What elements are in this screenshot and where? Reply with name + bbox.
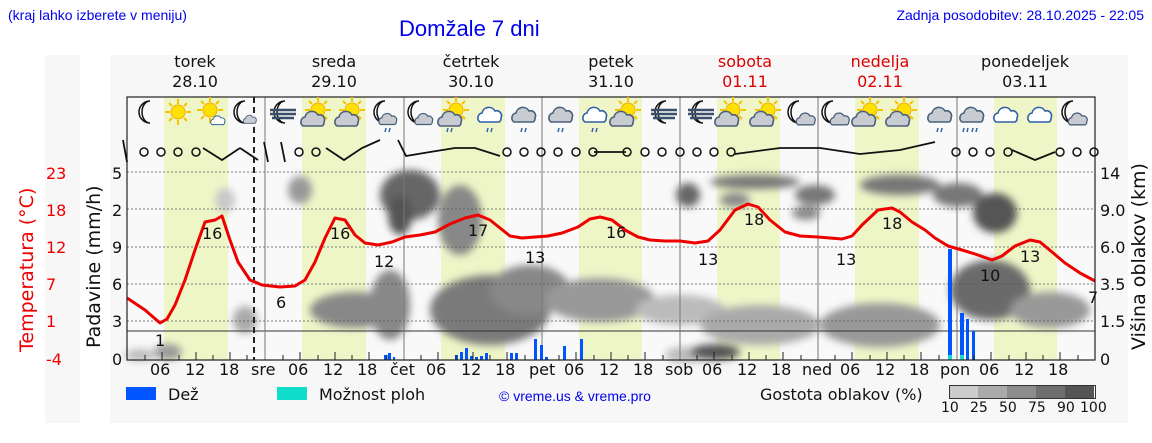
day-header: četrtek 30.10 (442, 52, 500, 91)
svg-text:18: 18 (882, 214, 902, 233)
day-header-weekend: sobota 01.11 (717, 52, 773, 91)
x-tick: 18 (633, 360, 654, 379)
temp-tick: 1 (46, 312, 57, 331)
precip-axis-label: Padavine (mm/h) (83, 185, 105, 348)
x-tick: 06 (426, 360, 447, 379)
cloud-tick: 0 (1100, 350, 1111, 369)
precip-tick: 3 (112, 312, 123, 331)
x-tick: sre (251, 360, 276, 379)
x-tick: 12 (875, 360, 896, 379)
x-tick: 06 (288, 360, 309, 379)
x-tick: 18 (219, 360, 240, 379)
x-tick: pon (940, 360, 971, 379)
temp-tick: 23 (46, 164, 67, 183)
temp-axis-label: Temperatura (°C) (16, 187, 38, 352)
x-tick: 18 (357, 360, 378, 379)
page-title: Domžale 7 dni (399, 16, 540, 41)
showers-legend-label: Možnost ploh (319, 385, 426, 404)
density-swatch (1036, 385, 1065, 398)
svg-text:16: 16 (330, 224, 350, 243)
x-tick: 12 (1014, 360, 1035, 379)
temp-tick: -4 (46, 350, 62, 369)
temp-axis-panel (45, 55, 80, 423)
x-tick: 06 (979, 360, 1000, 379)
density-tick: 90 (1057, 400, 1075, 416)
svg-text:17: 17 (468, 221, 488, 240)
cloud-tick: 14 (1100, 164, 1121, 183)
rain-swatch (126, 387, 156, 400)
density-legend-label: Gostota oblakov (%) (760, 385, 923, 404)
density-tick: 25 (970, 400, 988, 416)
day-header: torek 28.10 (172, 52, 218, 91)
svg-text:7: 7 (1088, 288, 1098, 307)
cloud-tick: 9.0 (1100, 201, 1126, 220)
last-update: Zadnja posodobitev: 28.10.2025 - 22:05 (896, 7, 1144, 23)
svg-text:16: 16 (606, 223, 626, 242)
rain-legend-label: Dež (168, 385, 199, 404)
x-tick: 18 (909, 360, 930, 379)
precip-tick: 2 (112, 201, 123, 220)
temp-tick: 18 (46, 201, 67, 220)
svg-text:6: 6 (276, 293, 286, 312)
svg-text:13: 13 (836, 250, 856, 269)
cloud-tick: 6.0 (1100, 238, 1126, 257)
precip-tick: 9 (112, 238, 123, 257)
svg-text:12: 12 (374, 252, 394, 271)
svg-text:18: 18 (744, 210, 764, 229)
x-tick: 12 (737, 360, 758, 379)
density-swatch (949, 385, 978, 398)
svg-text:16: 16 (202, 224, 222, 243)
x-tick: 06 (840, 360, 861, 379)
x-tick: sob (665, 360, 694, 379)
cloud-tick: 3.5 (1100, 275, 1126, 294)
day-header: petek 31.10 (588, 52, 634, 91)
day-header-weekend: nedelja 02.11 (850, 52, 910, 91)
svg-text:13: 13 (525, 248, 545, 267)
x-tick: ned (802, 360, 833, 379)
x-tick: pet (529, 360, 556, 379)
density-tick: 50 (999, 400, 1017, 416)
x-tick: 12 (185, 360, 206, 379)
density-swatch (1007, 385, 1036, 398)
x-tick: 06 (564, 360, 585, 379)
svg-text:10: 10 (980, 266, 1000, 285)
showers-swatch (277, 387, 307, 400)
precip-tick: 0 (112, 350, 123, 369)
x-tick: 06 (702, 360, 723, 379)
x-tick: 06 (150, 360, 171, 379)
precip-tick: 6 (112, 275, 123, 294)
location-hint: (kraj lahko izberete v meniju) (8, 7, 187, 23)
x-tick: 12 (323, 360, 344, 379)
svg-text:13: 13 (1020, 247, 1040, 266)
density-swatch (1065, 385, 1094, 398)
day-header: sreda 29.10 (311, 52, 357, 91)
copyright-link[interactable]: © vreme.us & vreme.pro (499, 388, 651, 404)
cloud-tick: 1.5 (1100, 312, 1126, 331)
svg-text:1: 1 (155, 331, 165, 350)
temp-tick: 7 (46, 275, 57, 294)
x-tick: 18 (1048, 360, 1069, 379)
x-tick: 18 (771, 360, 792, 379)
temp-tick: 12 (46, 238, 67, 257)
density-tick: 75 (1028, 400, 1046, 416)
x-tick: čet (390, 360, 415, 379)
precip-tick: 5 (112, 164, 123, 183)
svg-text:13: 13 (698, 250, 718, 269)
x-tick: 12 (461, 360, 482, 379)
density-tick: 10 (941, 400, 959, 416)
density-colorbar (949, 385, 1096, 399)
cloud-axis-label: Višina oblakov (km) (1128, 163, 1150, 350)
x-tick: 12 (599, 360, 620, 379)
density-swatch (978, 385, 1007, 398)
x-tick: 18 (495, 360, 516, 379)
day-header: ponedeljek 03.11 (981, 52, 1069, 91)
density-tick: 100 (1080, 400, 1107, 416)
